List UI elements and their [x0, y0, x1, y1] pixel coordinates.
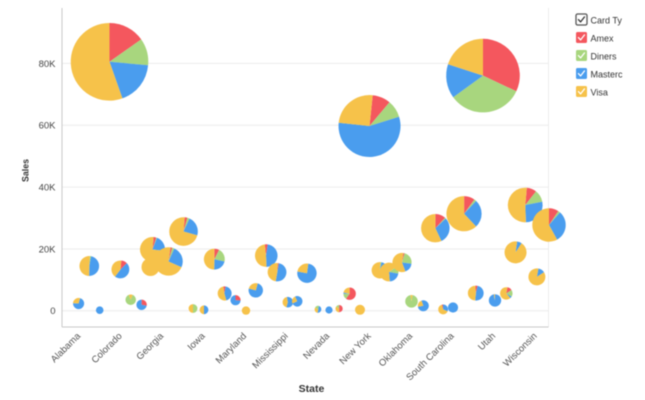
- svg-text:Alabama: Alabama: [49, 330, 84, 365]
- svg-text:Iowa: Iowa: [186, 330, 208, 352]
- svg-text:Card Ty: Card Ty: [591, 15, 623, 25]
- svg-text:Oklahoma: Oklahoma: [377, 330, 416, 369]
- svg-text:Visa: Visa: [591, 87, 608, 97]
- svg-text:New York: New York: [337, 331, 373, 367]
- svg-text:Nevada: Nevada: [301, 330, 332, 361]
- svg-text:Colorado: Colorado: [90, 331, 125, 366]
- svg-text:20K: 20K: [39, 244, 57, 255]
- svg-text:Wisconsin: Wisconsin: [501, 331, 539, 369]
- svg-text:40K: 40K: [39, 183, 57, 194]
- svg-text:Sales: Sales: [21, 159, 31, 182]
- svg-text:Maryland: Maryland: [214, 331, 249, 366]
- svg-text:80K: 80K: [39, 59, 57, 70]
- svg-text:Utah: Utah: [476, 331, 498, 353]
- svg-text:Mississippi: Mississippi: [250, 331, 290, 371]
- svg-text:0: 0: [50, 306, 55, 317]
- svg-text:State: State: [299, 383, 325, 395]
- svg-text:Masterc: Masterc: [591, 69, 624, 79]
- svg-text:Diners: Diners: [591, 51, 618, 61]
- svg-text:Amex: Amex: [591, 33, 615, 43]
- svg-text:Georgia: Georgia: [134, 330, 166, 362]
- svg-text:60K: 60K: [39, 121, 57, 132]
